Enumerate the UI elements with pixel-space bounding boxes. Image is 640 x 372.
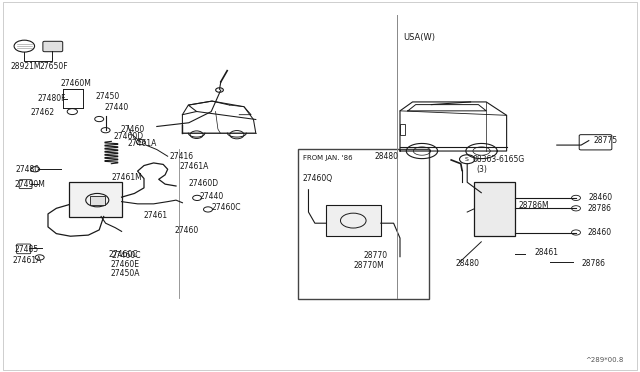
Text: 08363-6165G: 08363-6165G (472, 155, 525, 164)
Text: 27460M: 27460M (61, 79, 92, 88)
Text: 28460: 28460 (589, 193, 613, 202)
Text: 27480: 27480 (16, 165, 40, 174)
Text: 28461: 28461 (534, 248, 558, 257)
Text: 28460: 28460 (588, 228, 612, 237)
Text: 28775: 28775 (594, 136, 618, 145)
Text: 27416: 27416 (170, 152, 194, 161)
Bar (298, 149, 429, 299)
Text: 27650F: 27650F (40, 62, 68, 71)
Text: 27440: 27440 (200, 192, 224, 201)
Text: 28770M: 28770M (354, 262, 385, 270)
Text: 27460C: 27460C (211, 203, 241, 212)
Text: 28480: 28480 (456, 259, 480, 268)
Text: 27461A: 27461A (179, 162, 209, 171)
Text: 27490M: 27490M (14, 180, 45, 189)
Bar (400, 124, 404, 135)
Text: 27460E: 27460E (110, 260, 139, 269)
Text: 28786: 28786 (581, 259, 605, 267)
Text: 27450: 27450 (96, 92, 120, 101)
Text: 27460D: 27460D (113, 132, 143, 141)
Text: 28786: 28786 (588, 204, 612, 213)
Bar (326, 205, 381, 236)
Text: 27460C: 27460C (109, 250, 138, 259)
Text: 28786M: 28786M (518, 201, 549, 210)
Text: USA(W): USA(W) (403, 33, 435, 42)
Text: 28921M: 28921M (10, 62, 41, 71)
Text: 27480F: 27480F (37, 94, 66, 103)
Text: 27461A: 27461A (13, 256, 42, 265)
Bar (69, 182, 122, 217)
Text: FROM JAN. '86: FROM JAN. '86 (303, 155, 353, 161)
FancyBboxPatch shape (43, 41, 63, 52)
Bar (90, 196, 105, 205)
Text: 28480: 28480 (374, 153, 398, 161)
Text: (3): (3) (477, 165, 488, 174)
Text: 27460: 27460 (174, 226, 198, 235)
Text: 27461M: 27461M (112, 173, 143, 182)
Text: 27460: 27460 (120, 125, 145, 134)
Text: 27461A: 27461A (128, 139, 157, 148)
Text: 27450A: 27450A (110, 269, 140, 278)
Text: 27460Q: 27460Q (302, 174, 332, 183)
Text: 27461: 27461 (144, 211, 168, 219)
Text: 27462: 27462 (31, 108, 55, 117)
Text: S: S (465, 157, 468, 162)
Text: 27485: 27485 (14, 245, 38, 254)
Text: ^289*00.8: ^289*00.8 (586, 357, 624, 363)
Text: 27460C: 27460C (112, 251, 141, 260)
Text: 28770: 28770 (364, 251, 388, 260)
Text: 27460D: 27460D (189, 179, 219, 188)
Text: 27440: 27440 (104, 103, 129, 112)
Bar (474, 182, 515, 236)
